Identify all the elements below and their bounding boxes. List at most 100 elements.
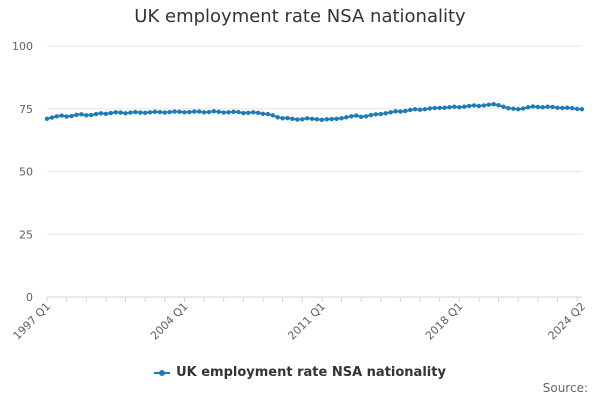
data-point[interactable]	[354, 113, 359, 118]
data-point[interactable]	[398, 109, 403, 114]
data-point[interactable]	[476, 103, 482, 109]
data-point[interactable]	[403, 108, 408, 114]
series-group[interactable]	[44, 102, 585, 122]
data-point[interactable]	[506, 106, 511, 111]
data-point[interactable]	[324, 117, 329, 122]
data-point[interactable]	[314, 117, 320, 122]
data-point[interactable]	[182, 110, 187, 115]
data-point[interactable]	[447, 105, 452, 110]
data-point[interactable]	[226, 110, 231, 115]
data-point[interactable]	[44, 116, 50, 121]
data-point[interactable]	[334, 116, 339, 121]
data-point[interactable]	[295, 117, 300, 122]
data-point[interactable]	[437, 105, 442, 111]
data-point[interactable]	[88, 112, 94, 118]
data-point[interactable]	[98, 111, 104, 116]
data-point[interactable]	[270, 113, 275, 118]
data-point[interactable]	[525, 105, 531, 110]
data-point[interactable]	[515, 107, 521, 112]
data-point[interactable]	[59, 113, 64, 118]
data-point[interactable]	[501, 104, 506, 109]
data-point[interactable]	[560, 105, 565, 111]
data-point[interactable]	[417, 107, 423, 112]
data-point[interactable]	[363, 114, 369, 119]
data-point[interactable]	[128, 110, 133, 115]
data-point[interactable]	[113, 110, 118, 115]
data-point[interactable]	[241, 110, 246, 116]
data-point[interactable]	[462, 104, 467, 109]
data-point[interactable]	[250, 110, 256, 115]
data-point[interactable]	[236, 109, 241, 115]
data-point[interactable]	[246, 110, 251, 115]
data-point[interactable]	[491, 102, 496, 107]
data-point[interactable]	[452, 104, 457, 109]
data-point[interactable]	[79, 112, 84, 117]
data-point[interactable]	[69, 113, 74, 119]
data-point[interactable]	[550, 104, 555, 110]
data-point[interactable]	[138, 110, 143, 115]
data-point[interactable]	[368, 112, 374, 118]
data-point[interactable]	[412, 107, 418, 112]
data-point[interactable]	[162, 110, 167, 115]
data-point[interactable]	[84, 113, 89, 118]
data-point[interactable]	[285, 115, 290, 121]
data-point[interactable]	[206, 109, 212, 115]
data-point[interactable]	[349, 114, 354, 119]
data-point[interactable]	[565, 105, 570, 110]
data-point[interactable]	[378, 111, 383, 117]
data-point[interactable]	[540, 105, 545, 110]
data-point[interactable]	[93, 111, 99, 117]
data-point[interactable]	[339, 116, 344, 121]
data-point[interactable]	[442, 105, 447, 110]
data-point[interactable]	[555, 105, 560, 110]
data-point[interactable]	[142, 110, 148, 115]
data-point[interactable]	[133, 109, 138, 115]
data-point[interactable]	[329, 116, 334, 122]
data-point[interactable]	[309, 116, 315, 121]
data-point[interactable]	[574, 106, 580, 112]
data-point[interactable]	[265, 111, 271, 117]
data-point[interactable]	[304, 116, 310, 121]
data-point[interactable]	[74, 112, 79, 117]
data-point[interactable]	[545, 104, 550, 109]
data-point[interactable]	[427, 106, 433, 111]
data-point[interactable]	[201, 110, 207, 115]
data-point[interactable]	[511, 106, 516, 111]
data-point[interactable]	[54, 114, 60, 119]
data-point[interactable]	[49, 115, 55, 120]
data-point[interactable]	[569, 106, 575, 111]
data-point[interactable]	[530, 104, 536, 109]
data-point[interactable]	[177, 109, 182, 114]
data-point[interactable]	[103, 111, 109, 116]
data-point[interactable]	[196, 109, 202, 114]
data-point[interactable]	[358, 114, 364, 119]
data-point[interactable]	[290, 116, 295, 121]
data-point[interactable]	[388, 110, 393, 115]
data-point[interactable]	[211, 109, 217, 114]
data-point[interactable]	[64, 114, 69, 119]
data-point[interactable]	[579, 107, 585, 112]
legend-item[interactable]: UK employment rate NSA nationality	[154, 365, 446, 380]
data-point[interactable]	[422, 107, 428, 112]
data-point[interactable]	[147, 110, 153, 115]
data-point[interactable]	[496, 103, 501, 108]
data-point[interactable]	[520, 106, 526, 111]
data-point[interactable]	[373, 112, 379, 117]
data-point[interactable]	[471, 103, 477, 108]
data-point[interactable]	[172, 109, 177, 114]
data-point[interactable]	[118, 110, 123, 115]
data-point[interactable]	[535, 104, 541, 110]
data-point[interactable]	[383, 111, 388, 116]
data-point[interactable]	[300, 117, 305, 122]
data-point[interactable]	[432, 105, 437, 111]
data-point[interactable]	[408, 107, 413, 113]
data-point[interactable]	[260, 111, 266, 116]
data-point[interactable]	[231, 109, 236, 114]
data-point[interactable]	[216, 109, 221, 114]
data-point[interactable]	[123, 111, 128, 116]
data-point[interactable]	[167, 109, 172, 115]
data-point[interactable]	[481, 103, 487, 108]
data-point[interactable]	[486, 102, 491, 107]
data-point[interactable]	[255, 110, 261, 115]
data-point[interactable]	[466, 103, 472, 109]
